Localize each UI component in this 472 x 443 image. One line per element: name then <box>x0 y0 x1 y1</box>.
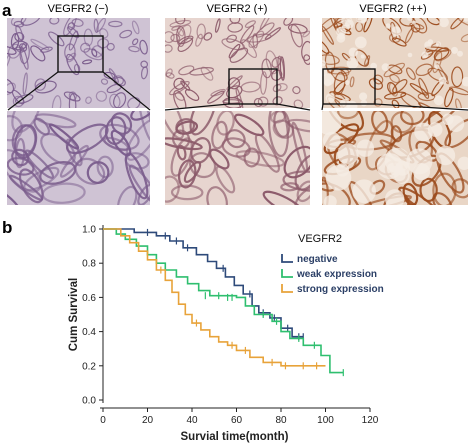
legend-swatch-weak-expression <box>281 269 293 278</box>
y-tick-label: 1.0 <box>82 225 96 236</box>
micrograph-strong-overview <box>322 18 468 108</box>
survival-curve-strong-expression <box>103 228 326 367</box>
x-tick-label: 60 <box>231 415 243 426</box>
zoom-guide-line <box>321 103 324 111</box>
x-tick-label: 100 <box>317 415 334 426</box>
y-tick-label: 0.4 <box>82 327 96 338</box>
x-tick-label: 20 <box>142 415 154 426</box>
legend-title: VEGFR2 <box>298 233 342 245</box>
zoom-box-strong <box>322 68 376 105</box>
column-label-weak: VEGFR2 (+) <box>206 3 268 15</box>
survival-curve-weak-expression <box>103 228 344 374</box>
survival-curve-negative <box>103 228 304 338</box>
legend-label-strong-expression: strong expression <box>297 284 384 295</box>
zoom-box-weak <box>228 68 278 105</box>
zoom-guides <box>7 35 469 111</box>
legend-label-weak-expression: weak expression <box>296 269 377 280</box>
zoom-guide-line <box>374 103 469 111</box>
panel-b-letter: b <box>2 218 13 237</box>
zoom-guide-line <box>7 71 59 111</box>
y-tick-label: 0.0 <box>82 396 96 407</box>
zoom-box-negative <box>57 35 104 73</box>
micrograph-strong-zoom <box>322 111 468 205</box>
micrograph-negative-zoom <box>7 111 150 205</box>
y-tick-label: 0.8 <box>82 259 96 270</box>
x-tick-label: 80 <box>275 415 287 426</box>
column-label-strong: VEGFR2 (++) <box>359 3 427 15</box>
panel-a-letter: a <box>2 1 12 20</box>
micrograph-weak-overview <box>165 18 310 108</box>
legend-swatch-strong-expression <box>281 284 293 293</box>
x-tick-label: 40 <box>186 415 198 426</box>
y-tick-label: 0.6 <box>82 293 96 304</box>
zoom-guide-line <box>164 103 230 111</box>
legend-label-negative: negative <box>297 254 338 265</box>
zoom-guide-line <box>102 71 151 111</box>
x-tick-label: 0 <box>100 415 106 426</box>
y-tick-label: 0.2 <box>82 361 96 372</box>
x-tick-label: 120 <box>362 415 379 426</box>
zoom-guide-line <box>276 103 311 111</box>
column-label-negative: VEGFR2 (−) <box>47 3 109 15</box>
micrograph-weak-zoom <box>165 111 310 205</box>
legend-swatch-negative <box>281 254 293 263</box>
y-axis-label: Cum Survival <box>68 278 80 352</box>
x-axis-label: Survial time(month) <box>181 431 289 443</box>
